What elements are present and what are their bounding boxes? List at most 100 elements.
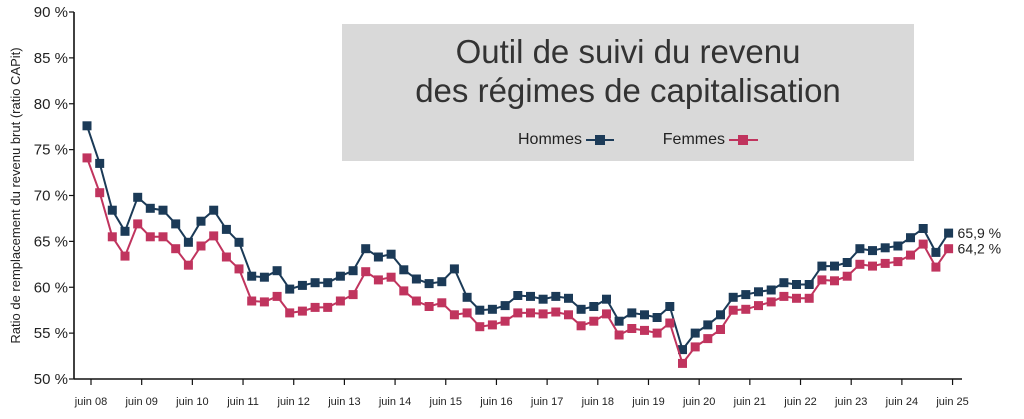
data-point-hommes bbox=[627, 308, 637, 318]
data-point-femmes bbox=[285, 308, 295, 318]
legend-marker-femmes bbox=[738, 135, 748, 145]
data-point-hommes bbox=[171, 219, 181, 229]
data-point-hommes bbox=[183, 237, 193, 247]
legend-marker-hommes bbox=[595, 135, 605, 145]
data-point-femmes bbox=[475, 322, 485, 332]
data-point-femmes bbox=[120, 251, 130, 261]
data-point-femmes bbox=[259, 297, 269, 307]
data-point-hommes bbox=[196, 216, 206, 226]
data-point-femmes bbox=[690, 342, 700, 352]
data-point-femmes bbox=[234, 264, 244, 274]
chart-title-line-2: des régimes de capitalisation bbox=[415, 72, 841, 109]
x-tick-label: juin 24 bbox=[885, 396, 918, 408]
data-point-femmes bbox=[716, 325, 725, 334]
data-point-femmes bbox=[830, 276, 839, 286]
data-point-hommes bbox=[754, 287, 763, 297]
data-point-hommes bbox=[107, 205, 117, 215]
x-tick-label: juin 10 bbox=[175, 396, 208, 408]
data-point-hommes bbox=[842, 258, 852, 267]
data-point-hommes bbox=[513, 291, 523, 300]
data-point-hommes bbox=[297, 280, 307, 290]
data-point-hommes bbox=[323, 278, 333, 288]
axes: 50 % 55 % 60 % 65 % 70 % 75 % 80 % 85 % 90 % Rati… bbox=[8, 4, 969, 408]
data-point-femmes bbox=[95, 188, 105, 198]
series-line-femmes bbox=[86, 157, 950, 366]
data-point-hommes bbox=[500, 301, 510, 311]
data-point-hommes bbox=[817, 261, 827, 271]
data-point-femmes bbox=[703, 334, 713, 344]
data-point-femmes bbox=[209, 231, 219, 241]
data-point-femmes bbox=[196, 241, 206, 251]
data-point-hommes bbox=[399, 265, 409, 275]
data-point-hommes bbox=[411, 274, 421, 284]
data-point-hommes bbox=[335, 271, 345, 281]
data-point-femmes bbox=[551, 307, 561, 317]
y-axis-label: Ratio de remplacement du revenu brut (ra… bbox=[8, 47, 23, 343]
data-point-femmes bbox=[589, 316, 599, 326]
data-point-hommes bbox=[551, 291, 561, 301]
data-point-hommes bbox=[82, 121, 92, 131]
data-point-hommes bbox=[564, 293, 573, 303]
data-point-hommes bbox=[348, 266, 358, 276]
data-point-hommes bbox=[741, 290, 751, 300]
data-point-femmes bbox=[145, 232, 155, 242]
data-point-hommes bbox=[361, 244, 371, 254]
data-point-femmes bbox=[741, 304, 751, 314]
data-point-hommes bbox=[158, 205, 168, 215]
data-point-femmes bbox=[652, 328, 662, 338]
y-tick-label: 75 % bbox=[34, 142, 68, 159]
data-point-femmes bbox=[386, 272, 396, 282]
data-point-femmes bbox=[728, 305, 738, 315]
data-point-femmes bbox=[437, 298, 447, 308]
data-point-hommes bbox=[247, 271, 257, 281]
data-point-hommes bbox=[855, 244, 865, 254]
y-tick-label: 50 % bbox=[34, 371, 68, 388]
data-point-femmes bbox=[640, 325, 649, 335]
data-point-hommes bbox=[437, 277, 447, 287]
data-point-hommes bbox=[234, 237, 244, 247]
x-tick-label: juin 18 bbox=[581, 396, 614, 408]
data-point-femmes bbox=[513, 308, 523, 318]
data-point-femmes bbox=[424, 302, 434, 311]
x-tick-label: juin 16 bbox=[479, 396, 512, 408]
data-point-femmes bbox=[348, 290, 358, 300]
data-point-femmes bbox=[602, 309, 611, 319]
x-tick-label: juin 25 bbox=[935, 396, 968, 408]
data-point-hommes bbox=[462, 292, 472, 302]
x-tick-label: juin 09 bbox=[124, 396, 157, 408]
x-tick-label: juin 08 bbox=[74, 396, 107, 408]
x-tick-label: juin 23 bbox=[834, 396, 867, 408]
data-point-hommes bbox=[538, 294, 548, 304]
data-point-femmes bbox=[868, 261, 877, 271]
data-point-hommes bbox=[931, 247, 941, 257]
data-point-femmes bbox=[842, 271, 852, 281]
data-point-hommes bbox=[373, 252, 383, 262]
data-point-femmes bbox=[158, 232, 168, 242]
data-point-femmes bbox=[576, 321, 586, 331]
y-tick-label: 85 % bbox=[34, 50, 68, 67]
data-point-femmes bbox=[614, 330, 624, 340]
data-point-femmes bbox=[931, 262, 941, 272]
data-point-hommes bbox=[386, 249, 396, 259]
data-point-femmes bbox=[906, 250, 915, 260]
data-point-femmes bbox=[918, 239, 928, 249]
data-point-hommes bbox=[868, 246, 877, 256]
data-point-hommes bbox=[272, 266, 282, 276]
data-point-femmes bbox=[310, 302, 320, 312]
legend: Hommes Femmes bbox=[518, 131, 758, 148]
x-tick-label: juin 22 bbox=[783, 396, 816, 408]
data-point-femmes bbox=[817, 275, 827, 285]
data-point-hommes bbox=[804, 280, 814, 289]
data-point-hommes bbox=[259, 272, 269, 282]
data-point-hommes bbox=[449, 264, 459, 274]
data-point-femmes bbox=[107, 232, 117, 242]
data-point-hommes bbox=[95, 158, 105, 168]
data-point-hommes bbox=[285, 284, 295, 294]
data-point-femmes bbox=[487, 320, 497, 330]
x-tick-label: juin 11 bbox=[226, 396, 259, 408]
data-point-femmes bbox=[221, 252, 231, 262]
data-point-hommes bbox=[880, 243, 890, 253]
data-point-hommes bbox=[602, 294, 611, 304]
y-tick-label: 80 % bbox=[34, 96, 68, 113]
y-tick-label: 65 % bbox=[34, 233, 68, 250]
